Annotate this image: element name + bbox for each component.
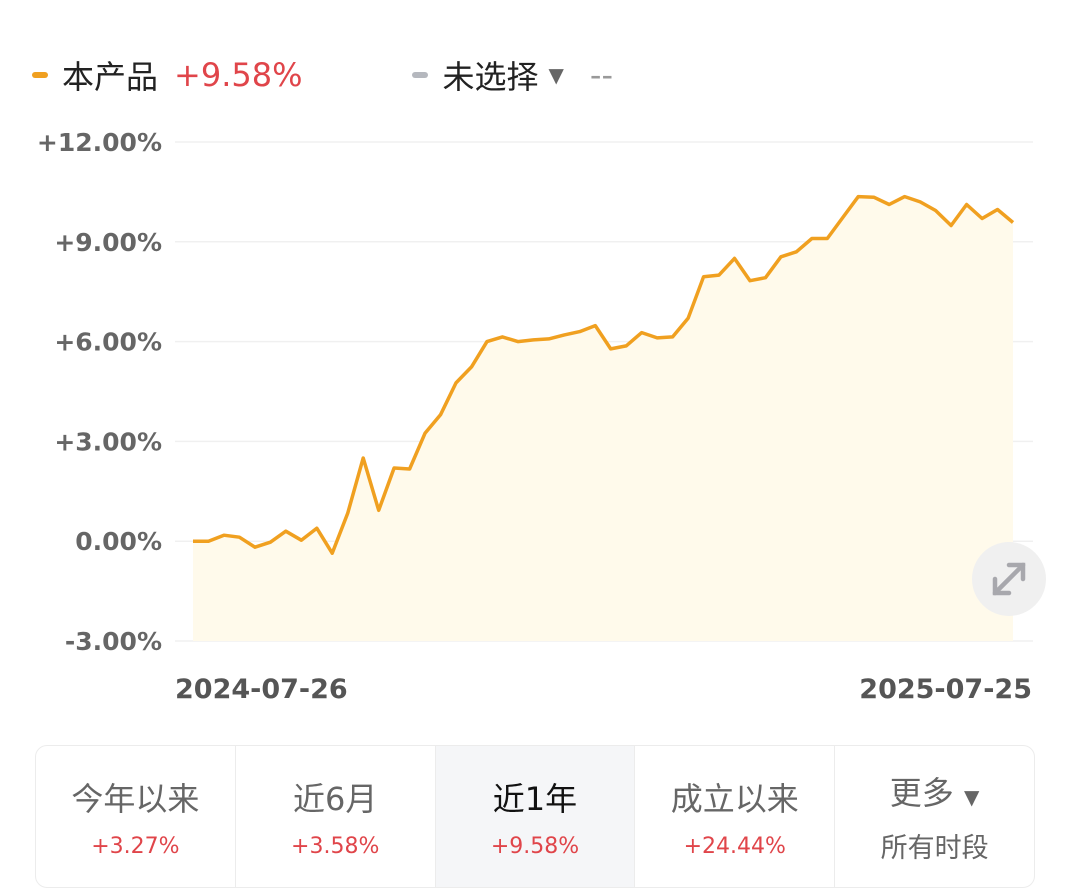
dropdown-triangle-icon: ▼ [548, 63, 564, 87]
product-legend-label: 本产品 [62, 58, 159, 96]
compare-legend-value: -- [589, 56, 613, 94]
chart-legend: 本产品 +9.58% 未选择 ▼ -- [32, 52, 613, 98]
tab-label: 近1年 [492, 780, 578, 818]
dropdown-triangle-icon: ▼ [963, 785, 980, 809]
tab-6m[interactable]: 近6月 +3.58% [236, 746, 436, 887]
x-end-label: 2025-07-25 [859, 674, 1032, 705]
compare-legend-label: 未选择 [442, 58, 539, 96]
y-tick-label: +6.00% [54, 328, 162, 357]
y-tick-label: +12.00% [37, 128, 162, 157]
y-tick-label: +3.00% [54, 427, 162, 456]
tab-label: 近6月 [293, 780, 378, 818]
tab-label: 成立以来 [670, 780, 799, 818]
product-legend-value: +9.58% [174, 56, 303, 94]
tab-1y[interactable]: 近1年 +9.58% [435, 746, 636, 887]
series-area [193, 196, 1013, 641]
compare-legend-swatch [412, 72, 429, 78]
tab-since-inception[interactable]: 成立以来 +24.44% [635, 746, 836, 887]
tab-sub-label: 所有时段 [880, 833, 989, 864]
expand-icon [992, 562, 1026, 596]
y-tick-label: 0.00% [75, 527, 162, 556]
tab-value: +3.58% [291, 834, 380, 859]
period-tabs: 今年以来 +3.27% 近6月 +3.58% 近1年 +9.58% 成立以来 +… [35, 745, 1035, 888]
tab-value: +9.58% [490, 834, 580, 859]
tab-label: 今年以来 [71, 780, 200, 818]
tab-more[interactable]: 更多 ▼ 所有时段 [835, 746, 1034, 887]
compare-selector[interactable]: 未选择 ▼ [412, 52, 564, 98]
tab-value: +24.44% [683, 834, 786, 859]
series-line [193, 194, 1015, 555]
tab-value: +3.27% [91, 834, 180, 859]
tab-label: 更多 [889, 774, 954, 812]
tab-ytd[interactable]: 今年以来 +3.27% [36, 746, 236, 887]
y-tick-label: -3.00% [65, 627, 162, 656]
x-start-label: 2024-07-26 [175, 674, 348, 705]
product-legend-swatch [32, 72, 48, 78]
expand-chart-button[interactable] [972, 542, 1046, 616]
y-tick-label: +9.00% [54, 228, 162, 257]
